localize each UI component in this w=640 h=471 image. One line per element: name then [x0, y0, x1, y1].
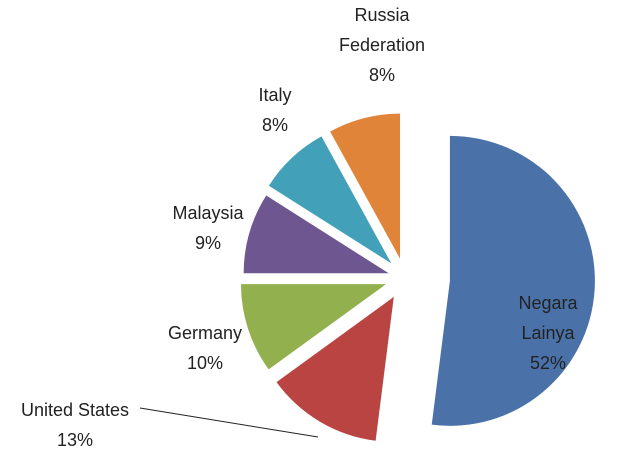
value-label: 52% [529, 353, 567, 373]
pie-slice [276, 296, 394, 441]
slice-label: United States 13% [0, 395, 155, 455]
pie-slice [243, 195, 389, 274]
slice-label: Malaysia 9% [148, 198, 268, 258]
value-label: 13% [56, 430, 94, 450]
leader-line [139, 407, 319, 438]
pie-slice [240, 284, 386, 370]
slice-label: Germany 10% [145, 318, 265, 378]
pie-slice [268, 136, 392, 264]
slice-label: Russia Federation 8% [327, 0, 437, 90]
pie-slice [431, 135, 595, 426]
slice-label: Italy 8% [235, 80, 315, 140]
pie-slice [330, 113, 401, 259]
category-label: Negara Lainya [518, 293, 578, 343]
value-label: 9% [194, 233, 221, 253]
category-label: United States [20, 400, 130, 420]
category-label: Germany [167, 323, 243, 343]
category-label: Italy [258, 85, 292, 105]
category-label: Russia Federation [338, 5, 426, 55]
slice-label: Negara Lainya 52% [503, 288, 593, 378]
category-label: Malaysia [172, 203, 244, 223]
value-label: 8% [368, 65, 395, 85]
value-label: 10% [186, 353, 224, 373]
value-label: 8% [261, 115, 288, 135]
